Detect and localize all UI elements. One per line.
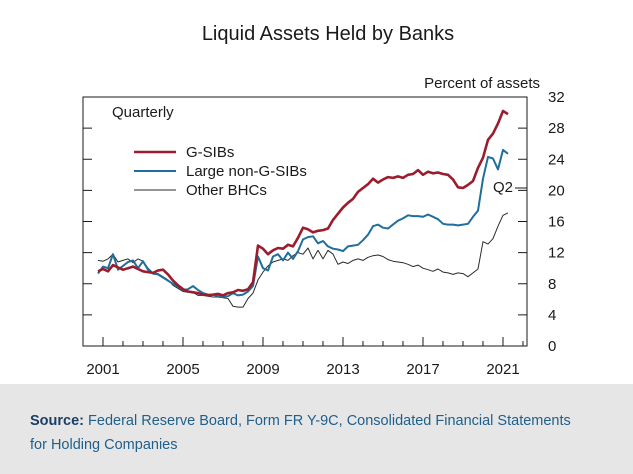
- series-lines: [97, 109, 509, 308]
- series-line: [97, 148, 509, 298]
- y-tick-label: 32: [548, 89, 565, 106]
- x-tick-label: 2005: [166, 361, 199, 378]
- source-text: Federal Reserve Board, Form FR Y-9C, Con…: [30, 413, 571, 453]
- series-line: [97, 109, 509, 297]
- x-tick-label: 2009: [246, 361, 279, 378]
- source-note: Source: Federal Reserve Board, Form FR Y…: [30, 409, 590, 457]
- y-tick-label: 12: [548, 245, 565, 262]
- y-tick-label: 4: [548, 307, 556, 324]
- axis-ticks: 0 4 8 12 16 20 24 28 32 2001 2005 2009 2013 2017 2021: [82, 89, 565, 378]
- y-tick-label: 20: [548, 182, 565, 199]
- legend: G-SIBs Large non-G-SIBs Other BHCs: [134, 144, 307, 199]
- x-tick-label: 2001: [86, 361, 119, 378]
- legend-label: Large non-G-SIBs: [186, 163, 307, 180]
- y-tick-label: 8: [548, 276, 556, 293]
- y-tick-label: 24: [548, 151, 565, 168]
- y-tick-label: 16: [548, 214, 565, 231]
- chart-svg: Liquid Assets Held by Banks Percent of a…: [82, 23, 565, 378]
- source-label: Source:: [30, 413, 84, 429]
- plot-frame: [82, 96, 528, 347]
- y-tick-label: 0: [548, 338, 556, 355]
- source-panel: Source: Federal Reserve Board, Form FR Y…: [0, 384, 633, 474]
- frequency-note: Quarterly: [112, 104, 174, 121]
- y-tick-label: 28: [548, 120, 565, 137]
- x-tick-label: 2021: [486, 361, 519, 378]
- q2-annotation: Q2: [493, 179, 513, 196]
- chart-figure: Liquid Assets Held by Banks Percent of a…: [82, 23, 565, 378]
- legend-label: Other BHCs: [186, 182, 267, 199]
- legend-label: G-SIBs: [186, 144, 234, 161]
- y-axis-label: Percent of assets: [424, 75, 540, 92]
- chart-title: Liquid Assets Held by Banks: [202, 23, 454, 45]
- x-tick-label: 2013: [326, 361, 359, 378]
- x-tick-label: 2017: [406, 361, 439, 378]
